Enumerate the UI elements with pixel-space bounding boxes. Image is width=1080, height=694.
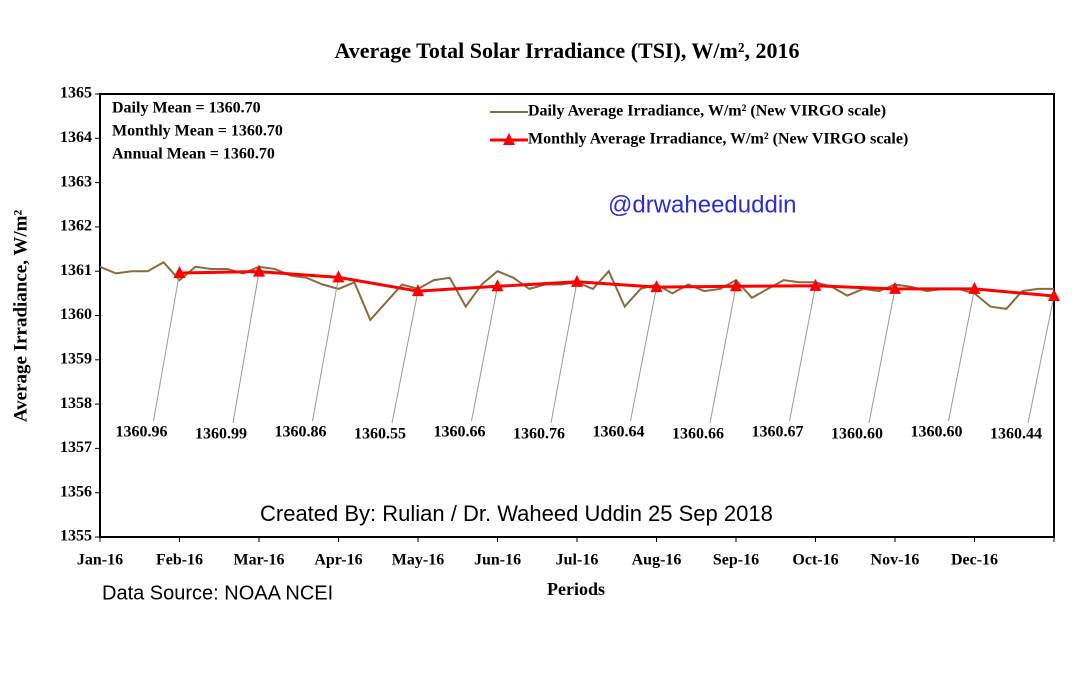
line	[179, 270, 1055, 298]
marker	[809, 278, 822, 291]
data-label: 1360.96	[116, 424, 168, 441]
data-label: 1360.66	[672, 426, 724, 443]
y-axis-label: Average Irradiance, W/m²	[10, 210, 31, 423]
y-tick-label: 1364	[60, 129, 92, 146]
x-tick-label: Sep-16	[713, 552, 759, 569]
x-tick-label: Nov-16	[871, 552, 920, 569]
marker	[650, 280, 663, 293]
y-tick-label: 1356	[60, 483, 92, 500]
leader-line	[1027, 295, 1055, 424]
x-tick-label: Oct-16	[792, 552, 838, 569]
data-label: 1360.66	[434, 424, 486, 441]
x-axis-label: Periods	[547, 579, 605, 599]
data-label: 1360.86	[275, 424, 327, 441]
marker	[968, 281, 981, 294]
data-label: 1360.76	[513, 426, 565, 443]
marker	[253, 264, 265, 277]
leader-line	[948, 288, 975, 422]
marker	[173, 265, 186, 278]
x-tick-label: Jan-16	[77, 552, 123, 569]
data-label: 1360.44	[990, 426, 1042, 443]
annotation: Monthly Mean = 1360.70	[112, 123, 283, 140]
data-label: 1360.55	[354, 426, 406, 443]
x-tick-label: Jun-16	[474, 552, 521, 569]
x-tick-label: Feb-16	[156, 552, 203, 569]
annotation: Annual Mean = 1360.70	[112, 146, 275, 163]
x-tick-label: May-16	[392, 552, 444, 569]
leader-line	[550, 281, 578, 424]
y-tick-label: 1358	[60, 395, 92, 412]
legend-label: Daily Average Irradiance, W/m² (New VIRG…	[528, 103, 886, 120]
data-label: 1360.60	[831, 426, 883, 443]
marker	[412, 284, 424, 297]
leader-line	[153, 272, 180, 422]
y-tick-label: 1360	[60, 306, 92, 323]
y-tick-label: 1365	[60, 85, 92, 102]
y-tick-label: 1355	[60, 528, 92, 545]
y-tick-label: 1361	[60, 262, 92, 279]
data-label: 1360.64	[593, 424, 645, 441]
data-label: 1360.67	[752, 424, 804, 441]
annotation: Data Source: NOAA NCEI	[102, 582, 333, 604]
x-tick-label: Mar-16	[234, 552, 285, 569]
marker	[1048, 289, 1060, 302]
data-label: 1360.99	[195, 426, 247, 443]
legend-label: Monthly Average Irradiance, W/m² (New VI…	[528, 131, 908, 148]
annotation: Daily Mean = 1360.70	[112, 100, 261, 117]
leader-line	[471, 286, 498, 422]
legend-marker	[503, 133, 515, 145]
annotation: Created By: Rulian / Dr. Waheed Uddin 25…	[260, 501, 773, 526]
y-tick-label: 1357	[60, 439, 92, 456]
marker	[332, 270, 345, 283]
leader-line	[312, 277, 339, 422]
y-tick-label: 1362	[60, 218, 92, 235]
y-tick-label: 1363	[60, 173, 92, 190]
marker	[491, 279, 504, 292]
leader-line	[232, 271, 260, 424]
marker	[889, 281, 901, 294]
leader-line	[391, 291, 419, 424]
marker	[571, 274, 583, 287]
x-tick-label: Apr-16	[314, 552, 362, 569]
data-label: 1360.60	[911, 424, 963, 441]
x-tick-label: Jul-16	[556, 552, 599, 569]
leader-line	[789, 285, 816, 422]
leader-line	[868, 288, 896, 424]
marker	[730, 279, 742, 292]
annotation: @drwaheeduddin	[608, 191, 797, 218]
chart-title: Average Total Solar Irradiance (TSI), W/…	[335, 38, 800, 63]
leader-line	[709, 286, 737, 424]
x-tick-label: Dec-16	[951, 552, 998, 569]
y-tick-label: 1359	[60, 350, 92, 367]
leader-line	[630, 287, 657, 422]
x-tick-label: Aug-16	[632, 552, 682, 569]
